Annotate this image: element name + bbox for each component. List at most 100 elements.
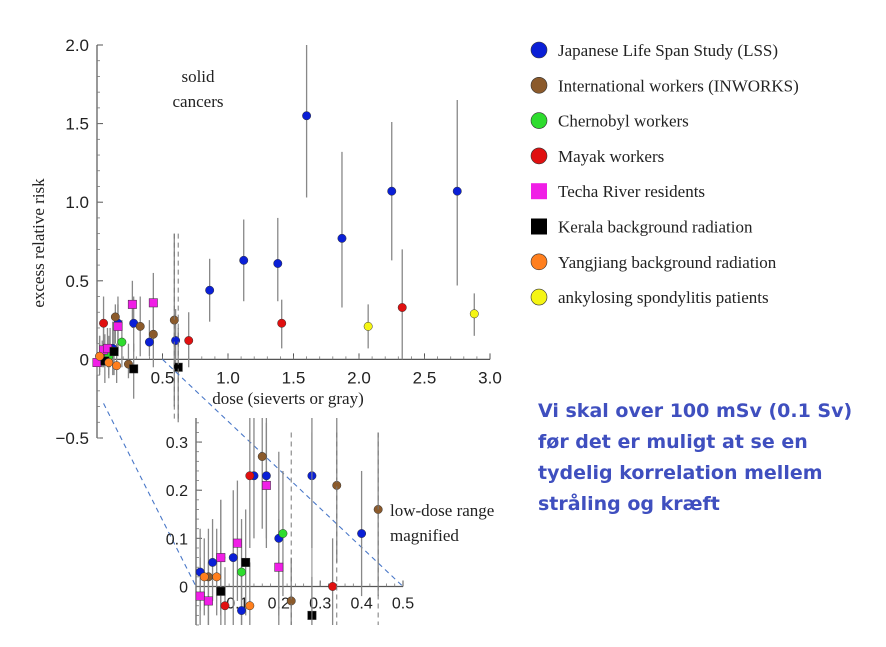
main-x-tick-label: 0.5	[151, 368, 175, 387]
legend-label: Kerala background radiation	[558, 218, 753, 237]
inset-data-point	[328, 582, 338, 591]
main-data-point	[144, 337, 154, 347]
zoom-line-left	[103, 403, 197, 587]
inset-y-tick-label: 0.1	[166, 531, 188, 548]
inset-data-point	[232, 538, 242, 548]
main-annotation-line-2: cancers	[173, 92, 224, 111]
main-data-point	[109, 347, 119, 356]
note-text: Vi skal over 100 mSv (0.1 Sv) før det er…	[538, 396, 878, 520]
main-data-point	[273, 259, 283, 268]
inset-annotation-line-2: magnified	[390, 526, 459, 545]
inset-data-point	[216, 553, 226, 563]
main-data-point	[112, 361, 122, 371]
inset-data-point	[208, 557, 218, 567]
legend-label: International workers (INWORKS)	[558, 76, 799, 95]
main-annotation-line-1: solid	[181, 67, 215, 86]
main-data-point	[135, 321, 145, 331]
inset-data-point	[257, 452, 267, 461]
main-data-point	[148, 329, 158, 339]
inset-data-point	[203, 596, 213, 606]
legend-marker	[530, 112, 548, 129]
main-y-tick-label: 0.5	[65, 272, 89, 291]
inset-data-point	[228, 553, 238, 563]
inset-plot: 0.1 0.2 0.3 0.4 0.500.10.20.3	[166, 418, 414, 626]
note-line: stråling og kræft	[538, 493, 720, 515]
main-data-point	[363, 321, 373, 331]
main-y-tick-label: 1.5	[65, 115, 89, 134]
main-data-point	[277, 318, 287, 328]
note-line: Vi skal over 100 mSv (0.1 Sv)	[538, 400, 853, 422]
inset-data-point	[261, 480, 271, 490]
main-x-tick-label: 2.5	[413, 368, 437, 387]
main-data-point	[117, 337, 127, 347]
legend-marker	[530, 253, 548, 271]
legend-marker	[530, 147, 548, 165]
inset-y-tick-label: 0.3	[166, 435, 188, 452]
main-data-point	[184, 336, 194, 345]
legend-label: Japanese Life Span Study (LSS)	[558, 41, 778, 60]
main-data-point	[148, 298, 158, 308]
legend-label: Yangjiang background radiation	[558, 253, 777, 272]
inset-data-point	[216, 586, 226, 596]
inset-data-point	[237, 606, 246, 616]
legend-label: Mayak workers	[558, 147, 664, 166]
main-data-point	[205, 285, 215, 295]
legend-label: ankylosing spondylitis patients	[558, 288, 769, 307]
inset-data-point	[274, 562, 284, 572]
main-y-tick-label: −0.5	[55, 429, 89, 448]
inset-y-tick-label: 0.2	[166, 483, 188, 500]
legend-label: Techa River residents	[558, 182, 705, 201]
main-x-tick-label: 3.0	[478, 368, 502, 387]
main-data-point	[397, 303, 407, 312]
main-data-point	[387, 186, 397, 196]
inset-data-point	[278, 529, 288, 538]
inset-x-tick-label: 0.5	[392, 595, 414, 612]
note-line: tydelig korrelation mellem	[538, 462, 823, 484]
main-data-point	[239, 255, 249, 265]
main-y-tick-label: 2.0	[65, 36, 89, 55]
inset-data-point	[237, 567, 246, 577]
legend-marker	[531, 183, 547, 200]
legend-marker	[530, 77, 548, 94]
main-data-point	[337, 233, 347, 243]
legend-label: Chernobyl workers	[558, 112, 689, 131]
inset-data-point	[261, 471, 271, 481]
main-data-point	[104, 358, 114, 367]
main-data-point	[99, 318, 109, 328]
main-data-point	[110, 312, 120, 322]
main-plot: 0.5 1.0 1.5 2.0 2.5 3.0 −0.5 0 0.5 1.0 1.5 2.0	[55, 36, 501, 448]
inset-data-point	[199, 572, 209, 582]
main-data-point	[127, 299, 137, 309]
inset-data-point	[212, 572, 222, 582]
legend-marker	[530, 288, 548, 306]
inset-data-point	[245, 471, 255, 481]
main-data-point	[302, 111, 312, 121]
inset-x-tick-label: 0.3	[309, 595, 331, 612]
note-line: før det er muligt at se en	[538, 431, 808, 453]
inset-annotation-line-1: low-dose range	[390, 501, 494, 520]
main-x-tick-label: 2.0	[347, 368, 371, 387]
main-y-tick-label: 0	[80, 350, 89, 369]
main-data-point	[95, 351, 105, 361]
main-data-point	[113, 321, 123, 331]
main-data-point	[469, 309, 479, 319]
main-data-point	[129, 364, 139, 374]
main-x-tick-label: 1.0	[216, 368, 240, 387]
main-data-point	[452, 186, 462, 196]
inset-y-tick-label: 0	[179, 579, 188, 596]
x-axis-label: dose (sieverts or gray)	[212, 389, 364, 408]
inset-x-tick-label: 0.4	[350, 595, 372, 612]
main-data-point	[171, 336, 181, 345]
legend: Japanese Life Span Study (LSS) Internatio…	[530, 41, 799, 307]
legend-marker	[530, 41, 548, 59]
main-x-tick-label: 1.5	[282, 368, 306, 387]
main-y-tick-label: 1.0	[65, 193, 89, 212]
legend-marker	[531, 218, 547, 235]
inset-data-point	[357, 529, 367, 538]
inset-data-point	[241, 557, 251, 567]
inset-data-point	[245, 601, 255, 611]
inset-data-point	[220, 601, 230, 611]
inset-data-point	[195, 591, 205, 601]
y-axis-label: excess relative risk	[29, 178, 48, 308]
